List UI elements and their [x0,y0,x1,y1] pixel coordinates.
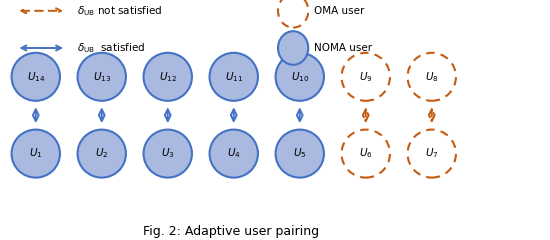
Text: $U_{9}$: $U_{9}$ [359,70,372,84]
Text: $U_{7}$: $U_{7}$ [425,147,438,161]
Text: $\delta_{\mathrm{UB}}$  satisfied: $\delta_{\mathrm{UB}}$ satisfied [77,41,145,55]
Ellipse shape [276,130,324,178]
Ellipse shape [278,0,309,28]
Ellipse shape [78,130,126,178]
Text: NOMA user: NOMA user [315,43,372,53]
Text: Fig. 2: Adaptive user pairing: Fig. 2: Adaptive user pairing [143,225,319,238]
Text: $U_{13}$: $U_{13}$ [92,70,111,84]
Ellipse shape [342,53,390,101]
Ellipse shape [210,53,258,101]
Text: $U_{3}$: $U_{3}$ [161,147,174,161]
Text: $U_{1}$: $U_{1}$ [29,147,42,161]
Ellipse shape [408,130,456,178]
Ellipse shape [78,53,126,101]
Ellipse shape [210,130,258,178]
Text: $U_{10}$: $U_{10}$ [290,70,309,84]
Ellipse shape [144,130,192,178]
Text: $U_{4}$: $U_{4}$ [227,147,241,161]
Text: $U_{11}$: $U_{11}$ [224,70,243,84]
Text: $U_{14}$: $U_{14}$ [26,70,45,84]
Text: $U_{12}$: $U_{12}$ [159,70,177,84]
Text: $U_{5}$: $U_{5}$ [293,147,306,161]
Ellipse shape [342,130,390,178]
Ellipse shape [12,53,60,101]
Text: $\delta_{\mathrm{UB}}$ not satisfied: $\delta_{\mathrm{UB}}$ not satisfied [77,4,162,18]
Ellipse shape [276,53,324,101]
Ellipse shape [144,53,192,101]
Ellipse shape [408,53,456,101]
Text: $U_{6}$: $U_{6}$ [359,147,372,161]
Text: $U_{8}$: $U_{8}$ [425,70,438,84]
Text: OMA user: OMA user [315,6,365,16]
Ellipse shape [12,130,60,178]
Text: $U_{2}$: $U_{2}$ [95,147,108,161]
Ellipse shape [278,31,309,65]
